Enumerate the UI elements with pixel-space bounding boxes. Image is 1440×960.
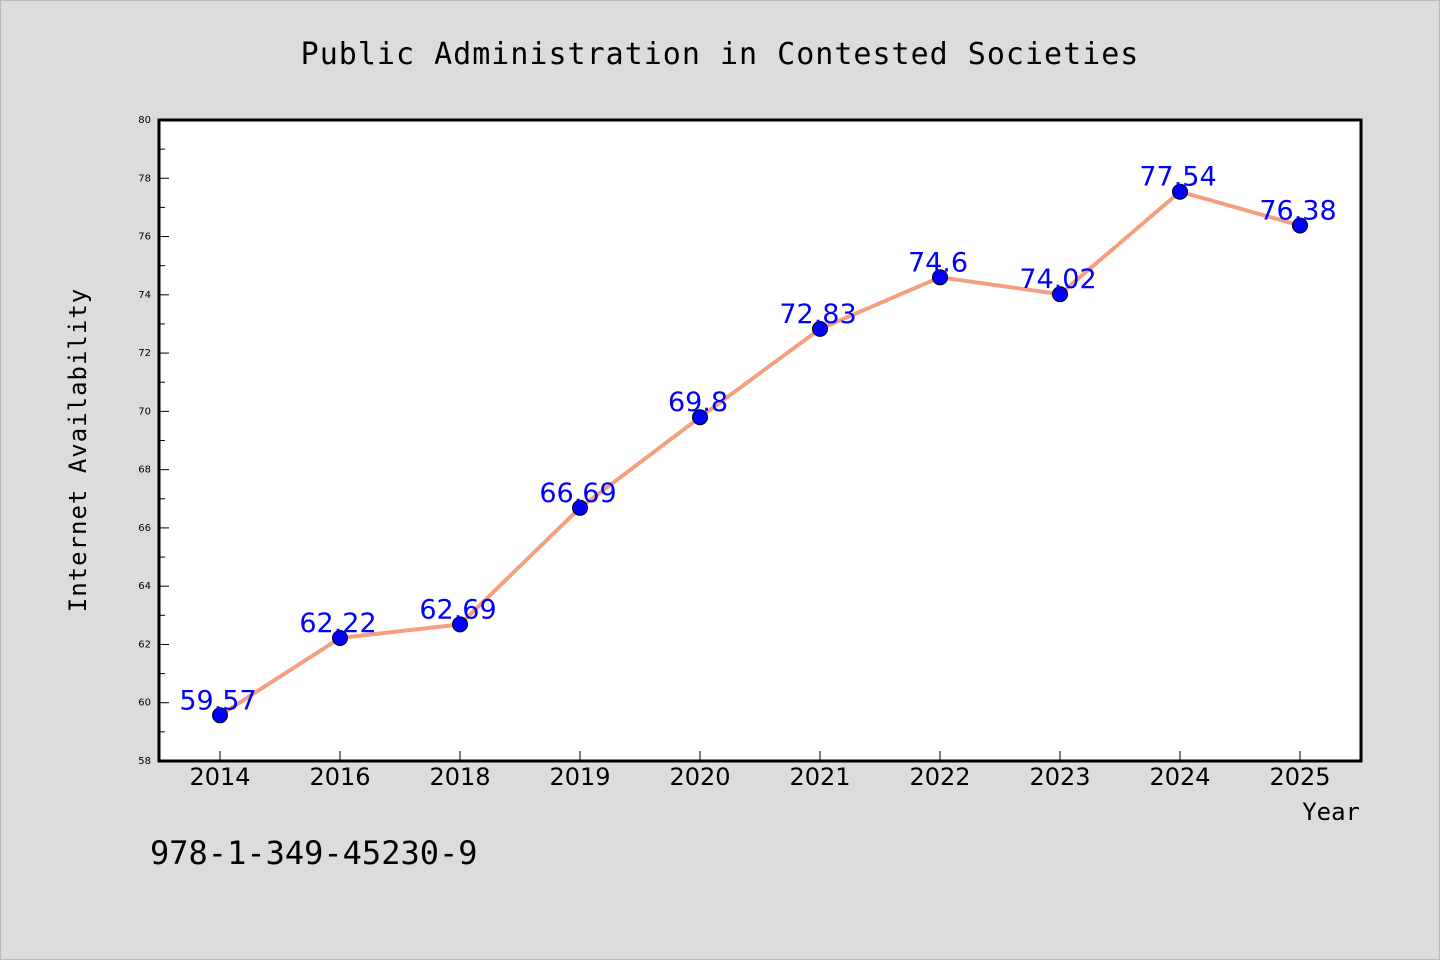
plot-area	[157, 118, 1363, 763]
y-tick-label: 80	[138, 115, 151, 126]
y-tick-label: 74	[138, 290, 151, 301]
x-tick-label: 2020	[669, 763, 730, 791]
x-tick-label: 2019	[549, 763, 610, 791]
data-label: 62.69	[419, 594, 496, 625]
x-tick-label: 2023	[1029, 763, 1090, 791]
y-tick-label: 64	[138, 581, 151, 592]
y-axis-label: Internet Availability	[64, 288, 92, 612]
data-point	[1052, 286, 1068, 303]
data-point	[572, 499, 588, 516]
x-tick-label: 2014	[189, 763, 250, 791]
isbn-annotation: 978-1-349-45230-9	[150, 834, 478, 872]
y-tick-label: 66	[138, 523, 151, 534]
data-point	[332, 630, 348, 646]
y-tick-label: 60	[138, 698, 151, 709]
data-label: 77.54	[1139, 162, 1216, 193]
data-label: 74.6	[908, 247, 968, 278]
x-tick-label: 2021	[789, 763, 850, 791]
y-axis: 58 60 62 64 66 68 70 72 74 76 78 80	[138, 115, 169, 767]
data-label: 76.38	[1259, 196, 1336, 227]
chart-title: Public Administration in Contested Socie…	[301, 37, 1140, 72]
series-line	[218, 189, 1301, 717]
x-tick-label: 2022	[909, 763, 970, 791]
y-tick-label: 68	[138, 465, 151, 476]
x-tick-label: 2024	[1149, 763, 1210, 791]
data-point	[212, 707, 228, 724]
data-point	[1172, 183, 1188, 200]
x-tick-label: 2025	[1269, 763, 1330, 791]
y-tick-label: 72	[138, 348, 151, 359]
y-tick-label: 78	[138, 173, 151, 184]
y-tick-label: 62	[138, 639, 151, 650]
series-layer: 59.57 62.22 62.69 66.69 69.8 72.83 74.6 74.02 77…	[179, 162, 1337, 724]
data-point	[932, 269, 948, 286]
data-label: 74.02	[1019, 264, 1096, 295]
data-point	[452, 616, 468, 633]
y-tick-label: 58	[138, 756, 151, 767]
x-axis: 2014 2016 2018 2019 2020 2021 2022 2023 2024 2025	[189, 751, 1331, 791]
data-point	[1292, 217, 1308, 234]
data-label: 72.83	[779, 299, 856, 330]
data-point	[812, 320, 828, 337]
data-label: 66.69	[539, 478, 616, 509]
data-label: 59.57	[179, 685, 256, 716]
y-tick-label: 76	[138, 232, 151, 243]
data-label: 69.8	[668, 387, 728, 418]
data-label: 62.22	[299, 608, 376, 639]
x-tick-label: 2018	[429, 763, 490, 791]
y-tick-label: 70	[138, 406, 151, 417]
x-axis-label: Year	[1302, 798, 1360, 826]
data-point	[692, 409, 708, 426]
x-tick-label: 2016	[309, 763, 370, 791]
